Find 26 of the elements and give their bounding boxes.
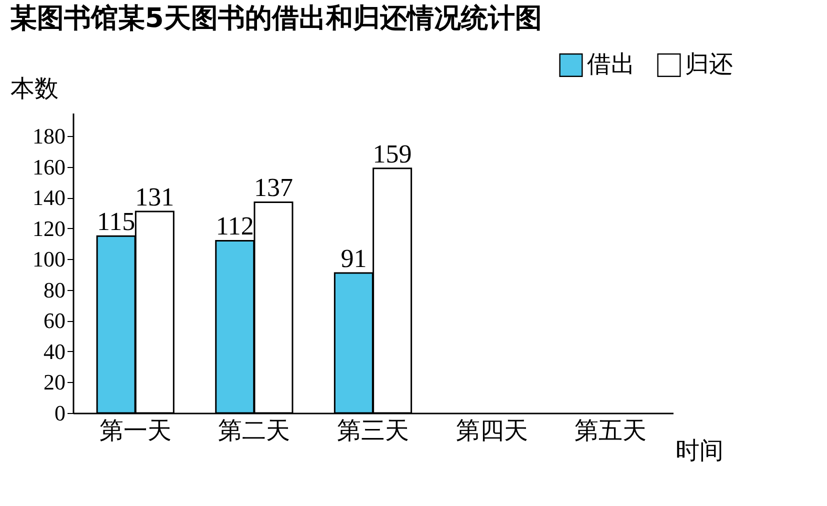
y-tick-label: 120 (32, 216, 66, 241)
legend-label: 借出 (587, 50, 635, 78)
x-axis-title: 时间 (676, 436, 724, 464)
y-tick-label: 160 (32, 154, 66, 180)
y-tick-label: 100 (32, 246, 66, 272)
data-label: 131 (135, 182, 174, 212)
x-tick-label: 第二天 (218, 416, 290, 444)
chart-title: 某图书馆某5天图书的借出和归还情况统计图 (10, 3, 542, 34)
x-tick-label: 第四天 (456, 416, 528, 444)
x-tick-label: 第三天 (337, 416, 409, 444)
data-label: 91 (340, 244, 367, 273)
y-tick-label: 60 (44, 308, 66, 334)
y-axis-title: 本数 (10, 74, 58, 102)
x-tick-label: 第五天 (574, 416, 647, 444)
y-tick-label: 40 (44, 338, 66, 364)
data-label: 137 (254, 173, 293, 202)
y-tick-label: 80 (44, 277, 66, 302)
y-tick-label: 140 (32, 185, 66, 210)
y-tick-label: 180 (32, 124, 66, 149)
y-tick-label: 20 (44, 370, 66, 395)
data-label: 159 (372, 139, 412, 168)
y-tick-label: 0 (54, 400, 66, 426)
legend-label: 归还 (685, 50, 733, 78)
data-label: 112 (216, 212, 254, 241)
x-tick-label: 第一天 (99, 416, 172, 444)
data-label: 115 (97, 207, 136, 236)
